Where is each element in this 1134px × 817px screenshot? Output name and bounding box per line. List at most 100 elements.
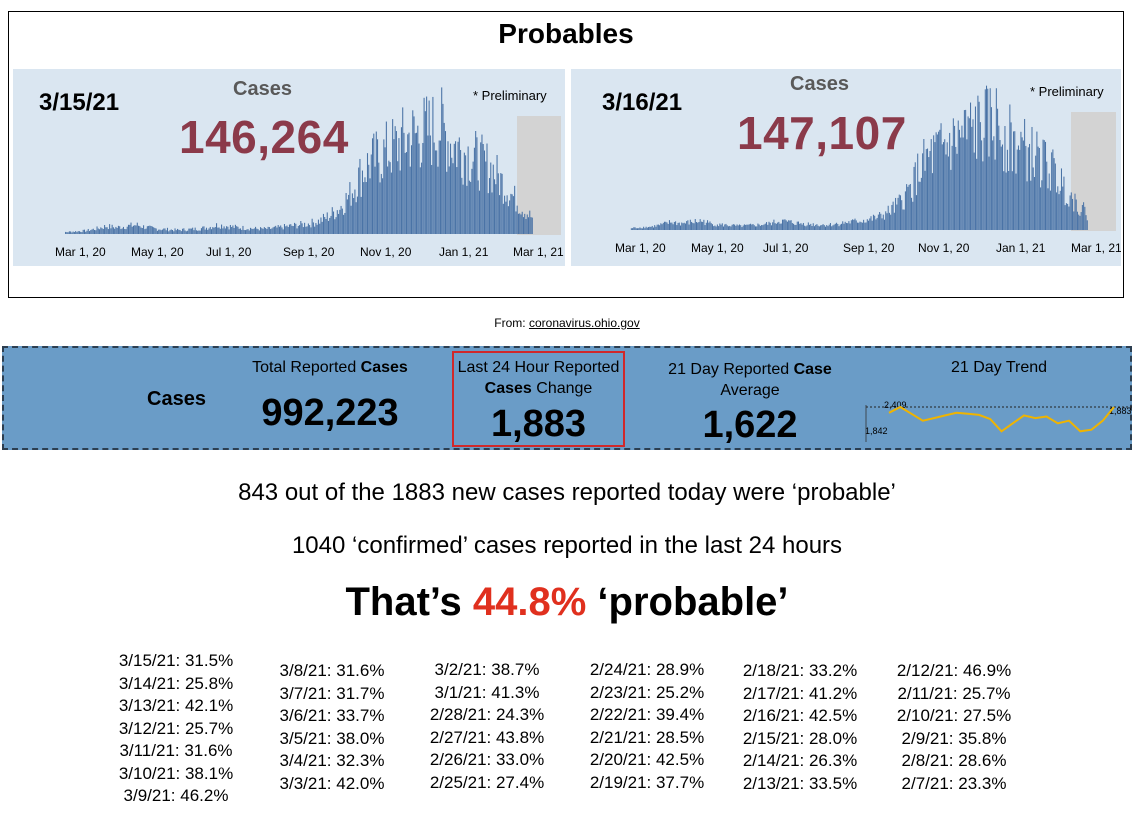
case-bar [639,227,641,230]
case-bar [1004,126,1006,230]
case-bar [78,231,80,234]
case-bar [384,147,386,234]
case-bar [796,221,798,230]
case-bar [998,125,1000,230]
case-bar [788,220,790,230]
daily-percent-item: 3/5/21: 38.0% [279,728,385,748]
case-bar [360,196,362,234]
case-bar [1059,190,1061,230]
daily-percent-item: 2/15/21: 28.0% [742,728,858,748]
case-bar [262,228,264,234]
case-bar [1060,168,1062,230]
case-bar [976,158,978,230]
case-bar [247,229,249,234]
case-bar [368,164,370,234]
case-bar [777,222,779,230]
daily-percent-item: 2/26/21: 33.0% [429,750,545,769]
case-bar [838,226,840,230]
case-bar [957,120,959,230]
case-bar [500,173,502,234]
case-bar [70,231,72,234]
case-bar [984,89,986,230]
case-bar [1078,214,1080,230]
case-bar [356,196,358,234]
case-bar [146,226,148,234]
case-bar [797,221,800,230]
case-bar [1079,215,1081,230]
case-bar [678,222,680,230]
case-bar [65,231,67,234]
case-bar [456,167,458,234]
case-bar [791,223,793,230]
case-bar [192,227,194,234]
daily-percent-item: 3/15/21: 31.5% [118,651,234,670]
case-bar [800,223,802,230]
case-bar [956,153,958,230]
case-bar [209,226,211,234]
case-bar [855,220,857,230]
case-bar [729,225,731,230]
source-link[interactable]: coronavirus.ohio.gov [528,316,640,330]
case-bar [502,203,504,234]
case-bar [638,228,640,230]
case-bar [829,223,831,230]
case-bar [958,129,960,230]
case-bar [876,217,878,230]
case-bar [682,223,684,230]
case-bar [822,224,824,230]
case-bar [223,226,225,234]
case-bar [720,224,722,230]
case-bar [842,221,844,230]
case-bar [229,224,231,234]
panel-date: 3/15/21 [39,89,120,116]
case-bar [393,139,395,234]
case-bar [399,170,401,234]
case-bar [341,208,343,234]
case-bar [1040,187,1042,230]
case-bar [649,226,651,230]
case-bar [918,181,920,230]
case-bar [1013,131,1015,230]
case-bar [448,166,450,234]
case-bar [684,223,686,230]
case-bar [414,133,416,234]
case-bar [923,139,925,230]
case-bar [525,218,527,234]
case-bar [265,228,267,234]
case-bar [892,201,894,230]
case-bar [161,229,163,234]
case-bar [439,140,441,234]
case-bar [746,224,748,230]
case-bar [1027,147,1029,230]
case-bar [434,150,436,234]
case-bar [978,101,980,230]
case-bar [109,224,111,234]
case-bar [630,228,632,230]
case-bar [344,212,346,234]
case-bar [174,228,176,234]
case-bar [311,218,313,234]
case-bar [960,137,962,230]
case-bar [80,231,82,234]
case-bar [995,88,997,231]
case-bar [234,224,236,234]
case-bar [306,226,308,234]
case-bar [199,230,201,234]
headline-suffix: ‘probable’ [586,580,789,624]
confirmed-summary-line: 1040 ‘confirmed’ cases reported in the l… [291,532,843,559]
case-bar [848,221,850,230]
case-bar [140,227,142,234]
case-bar [845,222,847,230]
case-bar [405,152,408,234]
case-bar [1031,126,1033,230]
case-bar [87,228,89,234]
case-bar [657,224,659,230]
case-bar [909,183,911,230]
case-bar [872,214,874,230]
case-bar [887,205,889,230]
x-tick-label: May 1, 20 [131,245,184,259]
case-bar [275,225,277,234]
case-bar [945,154,947,230]
case-bar [193,230,195,234]
daily-percent-column: 2/24/21: 28.9% 2/23/21: 25.2% 2/22/21: 39.… [567,659,727,794]
